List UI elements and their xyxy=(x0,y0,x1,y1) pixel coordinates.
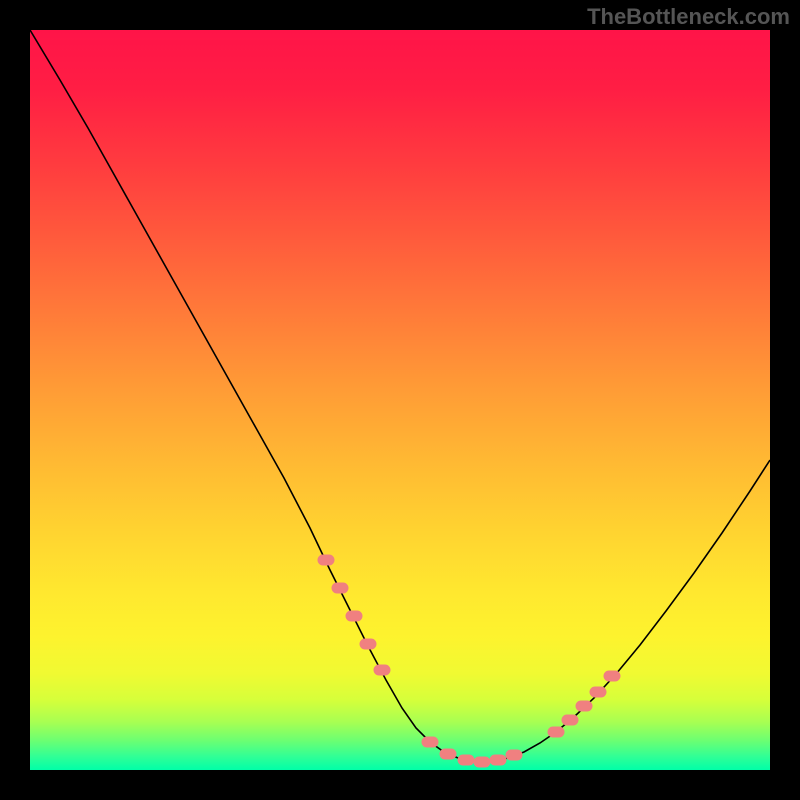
data-marker xyxy=(506,750,522,760)
data-marker xyxy=(604,671,620,681)
data-marker xyxy=(422,737,438,747)
data-marker xyxy=(548,727,564,737)
data-marker xyxy=(490,755,506,765)
data-marker xyxy=(458,755,474,765)
data-marker xyxy=(576,701,592,711)
data-marker xyxy=(440,749,456,759)
data-marker xyxy=(590,687,606,697)
curve-layer xyxy=(30,30,770,770)
bottleneck-curve xyxy=(30,30,770,762)
data-marker xyxy=(360,639,376,649)
chart-container: TheBottleneck.com xyxy=(0,0,800,800)
data-marker xyxy=(562,715,578,725)
data-marker xyxy=(346,611,362,621)
plot-area xyxy=(30,30,770,770)
markers-group xyxy=(318,555,620,767)
watermark-text: TheBottleneck.com xyxy=(587,4,790,30)
data-marker xyxy=(332,583,348,593)
data-marker xyxy=(318,555,334,565)
data-marker xyxy=(374,665,390,675)
data-marker xyxy=(474,757,490,767)
